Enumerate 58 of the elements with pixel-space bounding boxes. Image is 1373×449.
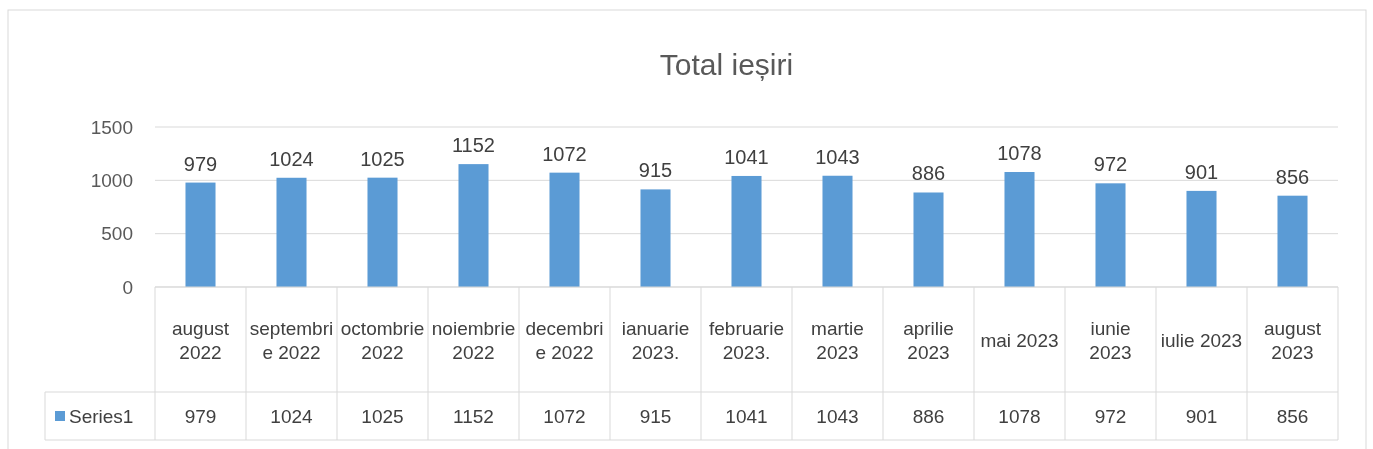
x-tick-label: august 2023 [1263,317,1322,363]
annotation: 979 [183,152,218,175]
data-label: 886 [912,406,945,427]
x-tick-label: mai 2023 [980,329,1059,351]
data-label: 1072 [543,406,586,427]
data-label: 979 [184,406,217,427]
annotation: 856 [1275,165,1310,188]
annotation: 1043 [815,145,860,168]
x-tick-label: decembrie 2022 [525,317,604,363]
annotation: 1152 [451,134,496,157]
bar [367,177,398,287]
bar [549,172,580,287]
bar [640,189,671,287]
data-label: 1025 [361,406,404,427]
y-tick-label: 1000 [90,169,133,191]
annotation: 901 [1184,160,1219,183]
data-label: 915 [639,406,672,427]
y-tick-label: 0 [122,276,133,298]
data-label: 1152 [453,406,494,427]
data-label: 1043 [816,406,859,427]
annotation: 1024 [269,147,314,170]
x-tick-label: august 2022 [171,317,230,363]
data-label: 1041 [725,406,768,427]
annotation: 915 [638,159,673,182]
bar [1004,172,1035,287]
bar [185,182,216,287]
bar [276,177,307,287]
annotation: 886 [911,162,946,185]
bar [1186,190,1217,287]
y-tick-label: 1500 [90,116,133,138]
bar [1277,195,1308,287]
annotation: 1078 [997,142,1042,165]
annotation: 972 [1093,153,1128,176]
legend-label: Series1 [69,406,134,427]
data-label: 856 [1276,406,1309,427]
x-tick-label: aprilie 2023 [903,317,954,363]
x-tick-label: februarie 2023. [709,317,784,363]
annotation: 1025 [360,147,405,170]
chart-title: Total ieșiri [659,48,794,81]
annotation: 1072 [542,142,587,165]
x-tick-label: noiembrie 2022 [431,317,516,363]
data-label: 901 [1185,406,1218,427]
x-tick-label: iulie 2023 [1160,329,1243,351]
bar [458,164,489,287]
data-label: 1024 [270,406,314,427]
bar [913,192,944,287]
bar [1095,183,1126,287]
bar [822,175,853,287]
bar [731,175,762,287]
x-tick-label: septembrie 2022 [249,317,334,363]
annotation: 1041 [724,145,769,168]
data-label: 1078 [998,406,1041,427]
x-tick-label: iunie 2023 [1089,317,1132,363]
x-tick-label: ianuarie 2023. [621,317,690,363]
x-tick-label: octombrie 2022 [340,317,425,363]
y-tick-label: 500 [101,223,133,245]
data-label: 972 [1094,406,1127,427]
x-tick-label: martie 2023 [811,317,864,363]
